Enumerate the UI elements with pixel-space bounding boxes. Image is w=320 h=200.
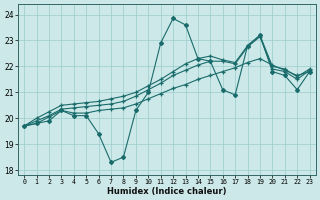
X-axis label: Humidex (Indice chaleur): Humidex (Indice chaleur) [107, 187, 227, 196]
